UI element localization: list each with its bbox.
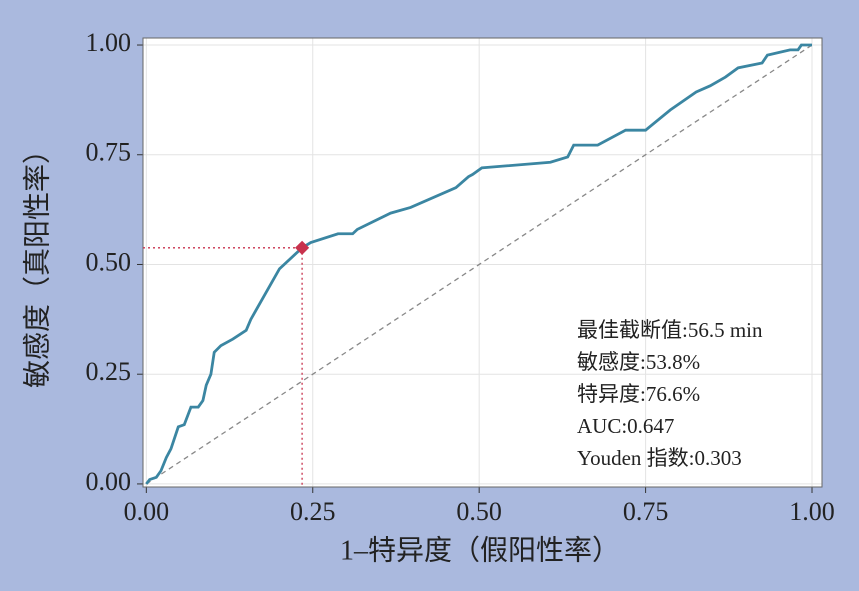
x-tick-label: 0.50 (456, 497, 502, 526)
optimal-point (295, 240, 310, 255)
x-axis-label: 1–特异度（假阳性率） (340, 534, 620, 566)
x-tick-label: 0.75 (623, 497, 669, 526)
plot-area (143, 38, 822, 487)
x-tick-label: 0.25 (290, 497, 336, 526)
reference-line (145, 44, 813, 485)
annotation: AUC:0.647 (577, 414, 674, 438)
y-axis-label: 敏感度（真阳性率） (21, 136, 53, 388)
roc-curve (145, 43, 813, 485)
x-tick-label: 1.00 (789, 497, 835, 526)
y-tick-label: 0.25 (86, 357, 132, 386)
y-tick-label: 0.00 (86, 467, 132, 496)
y-tick-label: 0.50 (86, 247, 132, 276)
annotation: Youden 指数:0.303 (577, 446, 742, 470)
annotation: 敏感度:53.8% (577, 350, 700, 374)
y-tick-label: 0.75 (86, 138, 132, 167)
y-tick-label: 1.00 (86, 28, 132, 57)
annotation: 最佳截断值:56.5 min (577, 318, 763, 342)
x-tick-label: 0.00 (124, 497, 170, 526)
plot-frame (142, 37, 823, 488)
annotation: 特异度:76.6% (577, 382, 700, 406)
